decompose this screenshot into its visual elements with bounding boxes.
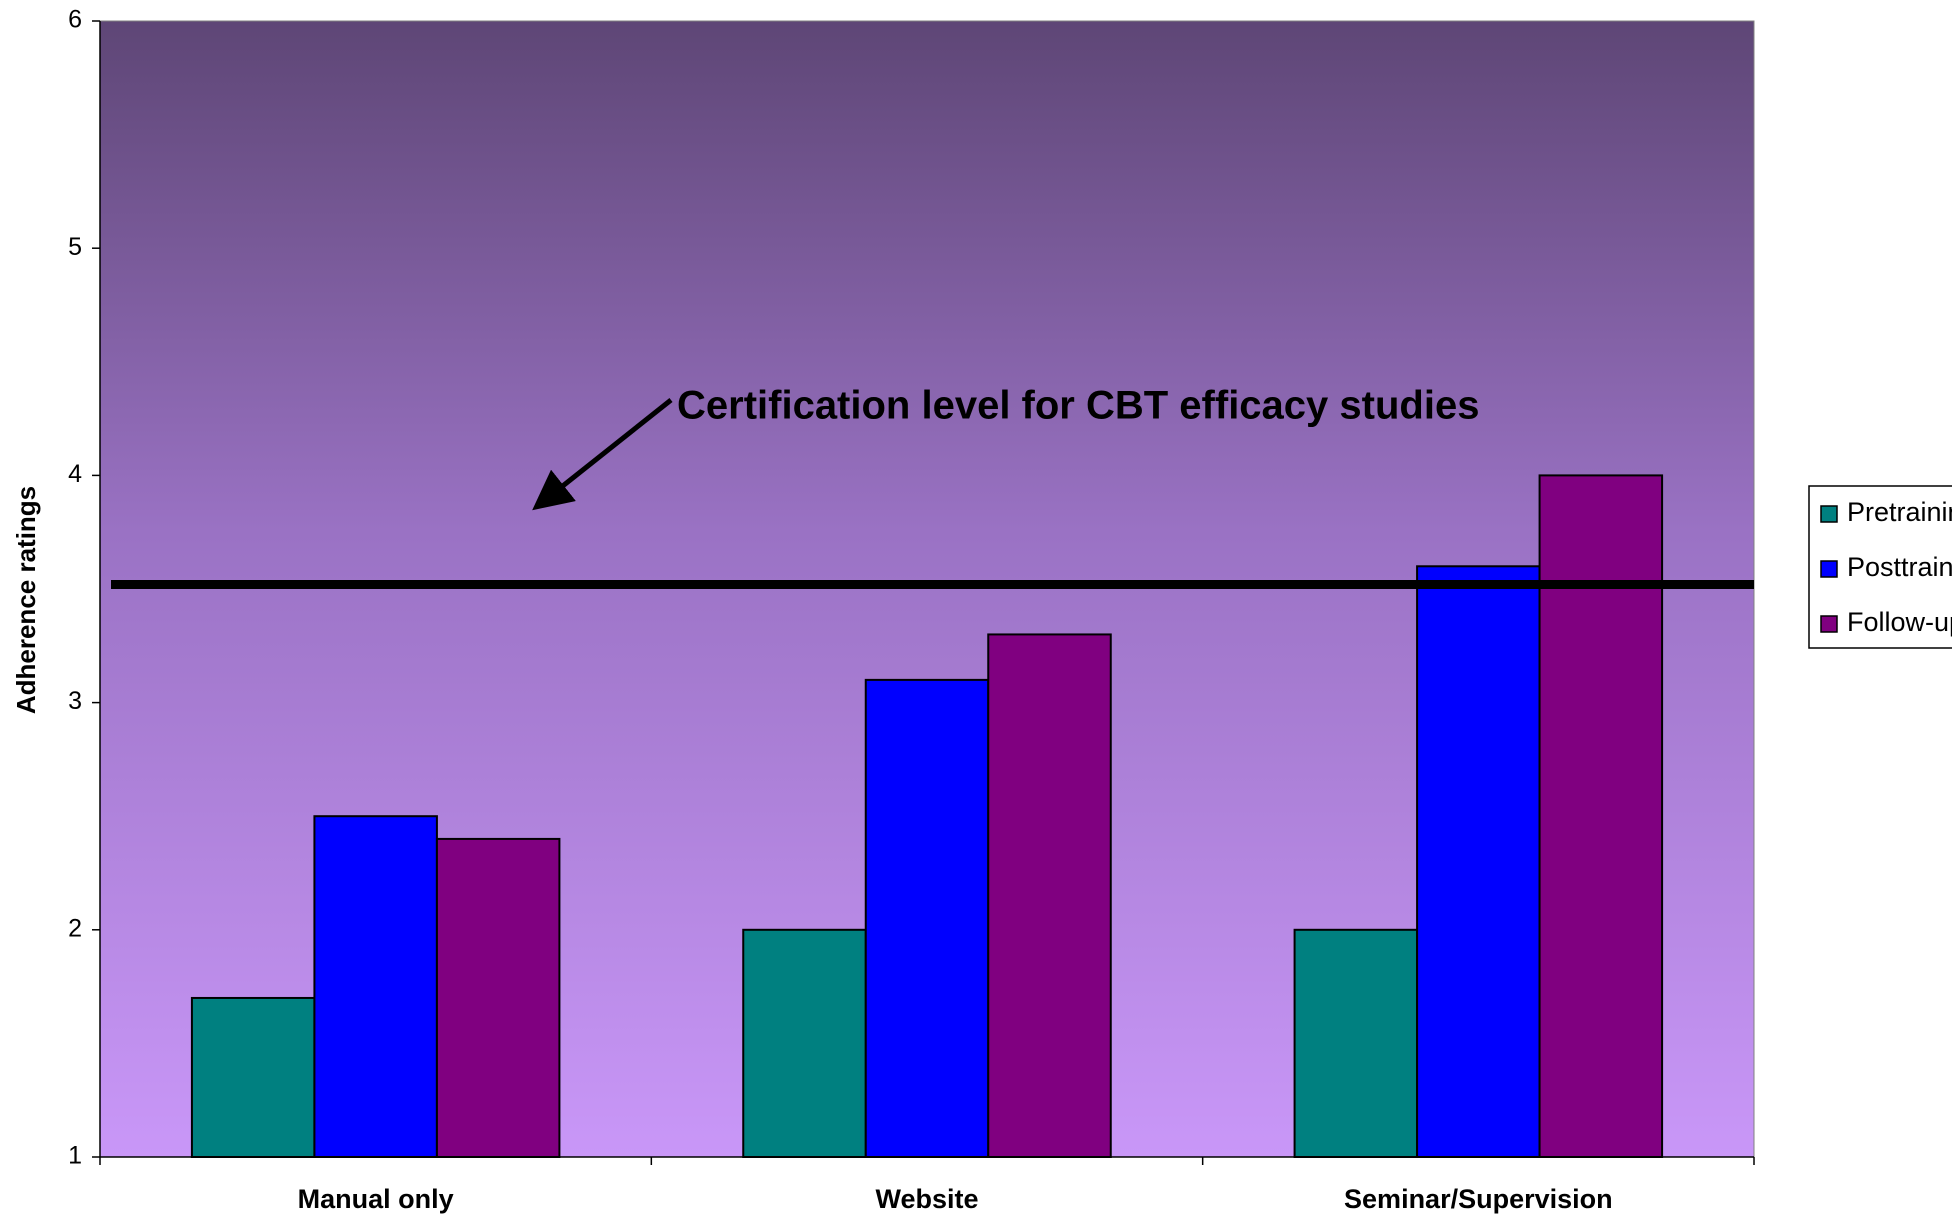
- y-tick-label: 4: [68, 460, 82, 488]
- y-axis-title: Adherence ratings: [11, 486, 41, 714]
- legend-label: Pretraining: [1847, 497, 1952, 527]
- x-tick-label: Manual only: [298, 1184, 454, 1214]
- legend-swatch: [1820, 505, 1838, 523]
- y-tick-label: 6: [68, 6, 82, 34]
- legend-swatch: [1820, 615, 1838, 633]
- bar: [190, 996, 316, 1159]
- bar: [1538, 474, 1664, 1158]
- legend-label: Follow-up: [1847, 607, 1952, 637]
- bar: [864, 678, 990, 1158]
- y-tick-label: 5: [68, 233, 82, 261]
- y-tick-label: 3: [68, 687, 82, 715]
- legend-swatch: [1820, 560, 1838, 578]
- annotation: Certification level for CBT efficacy stu…: [677, 384, 1479, 428]
- bar: [313, 815, 438, 1158]
- y-tick-label: 2: [68, 914, 82, 942]
- bar: [435, 837, 561, 1158]
- bar: [1293, 928, 1419, 1158]
- bar: [1416, 565, 1541, 1158]
- bar: [742, 928, 867, 1158]
- bar: [987, 633, 1112, 1158]
- x-tick-label: Website: [875, 1184, 978, 1214]
- legend-label: Posttraining: [1847, 552, 1952, 582]
- annotation-arrow: [532, 398, 673, 511]
- y-tick-label: 1: [68, 1142, 82, 1170]
- x-tick-label: Seminar/Supervision: [1344, 1184, 1613, 1214]
